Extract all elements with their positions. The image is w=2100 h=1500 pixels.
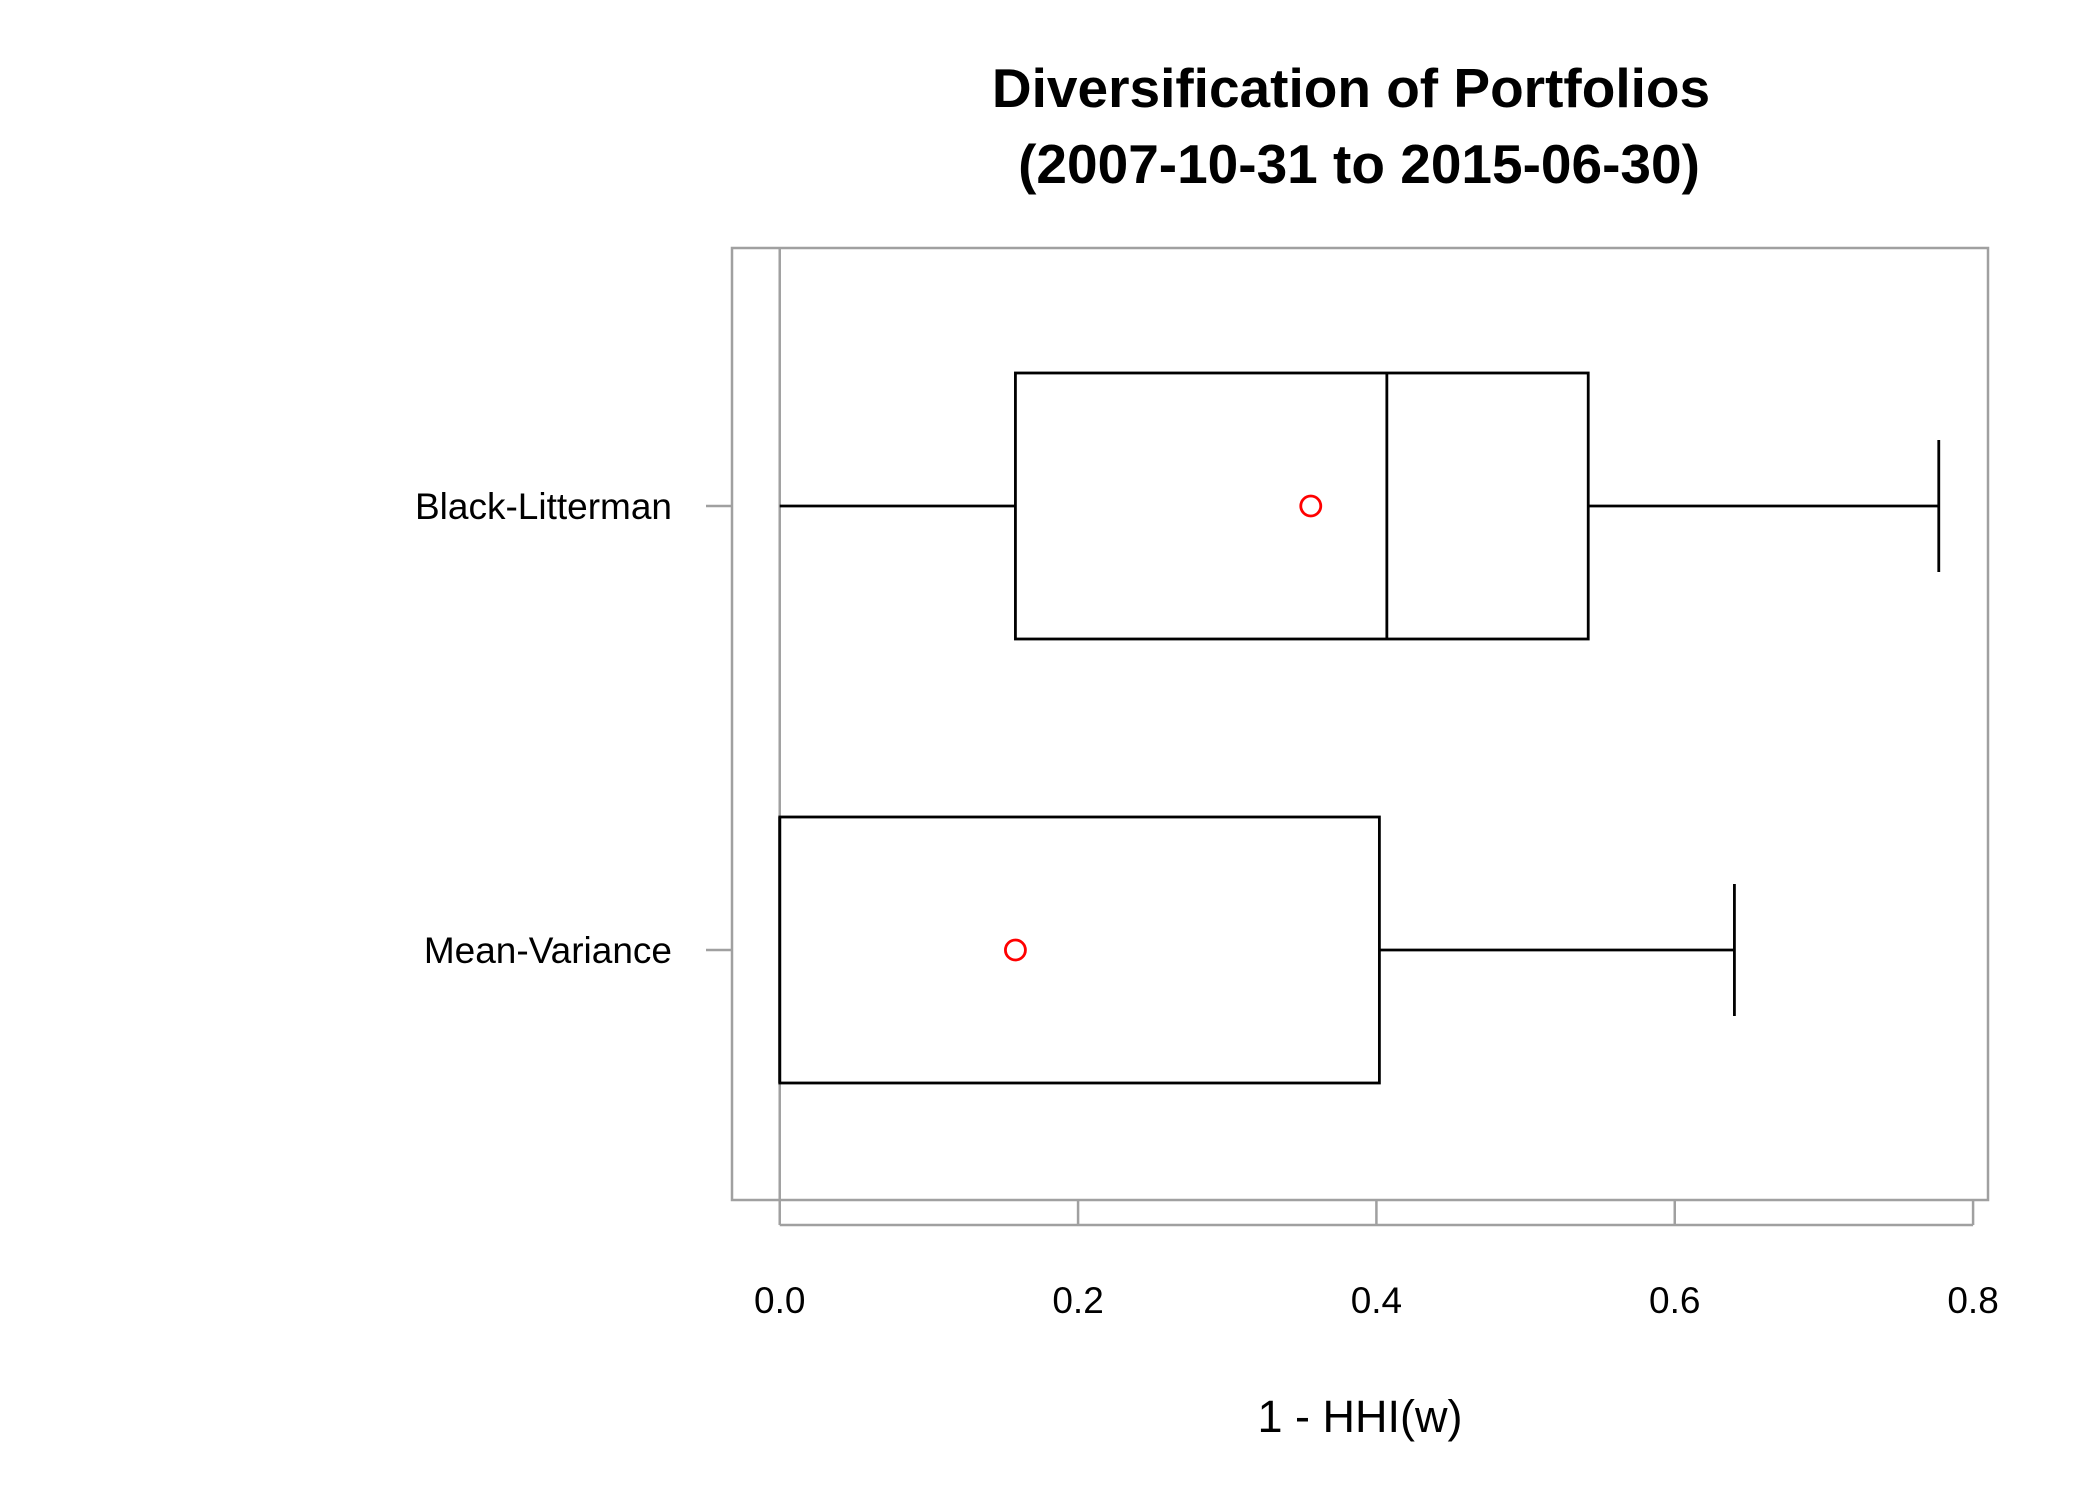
mean-marker <box>1299 494 1323 518</box>
x-axis: 0.0 0.2 0.4 0.6 0.8 <box>754 1200 1999 1321</box>
box-black-litterman <box>779 371 1941 641</box>
chart-title-line2: (2007-10-31 to 2015-06-30) <box>1018 133 1700 195</box>
x-tick-label: 0.2 <box>1052 1280 1103 1321</box>
x-axis-title: 1 - HHI(w) <box>1258 1391 1463 1442</box>
chart-title-line1: Diversification of Portfolios <box>992 57 1710 119</box>
x-tick-label: 0.4 <box>1351 1280 1402 1321</box>
interquartile-box <box>1014 371 1590 641</box>
y-axis: Black-Litterman Mean-Variance <box>415 486 732 971</box>
y-tick-label: Mean-Variance <box>424 930 672 971</box>
x-tick-label: 0.0 <box>754 1280 805 1321</box>
boxes <box>778 371 1941 1085</box>
mean-marker <box>1004 938 1027 962</box>
x-tick-label: 0.8 <box>1947 1280 1998 1321</box>
y-tick-label: Black-Litterman <box>415 486 672 527</box>
box-mean-variance <box>778 815 1736 1085</box>
plot-frame <box>730 246 1990 1202</box>
interquartile-box <box>778 815 1381 1085</box>
x-tick-label: 0.6 <box>1649 1280 1700 1321</box>
